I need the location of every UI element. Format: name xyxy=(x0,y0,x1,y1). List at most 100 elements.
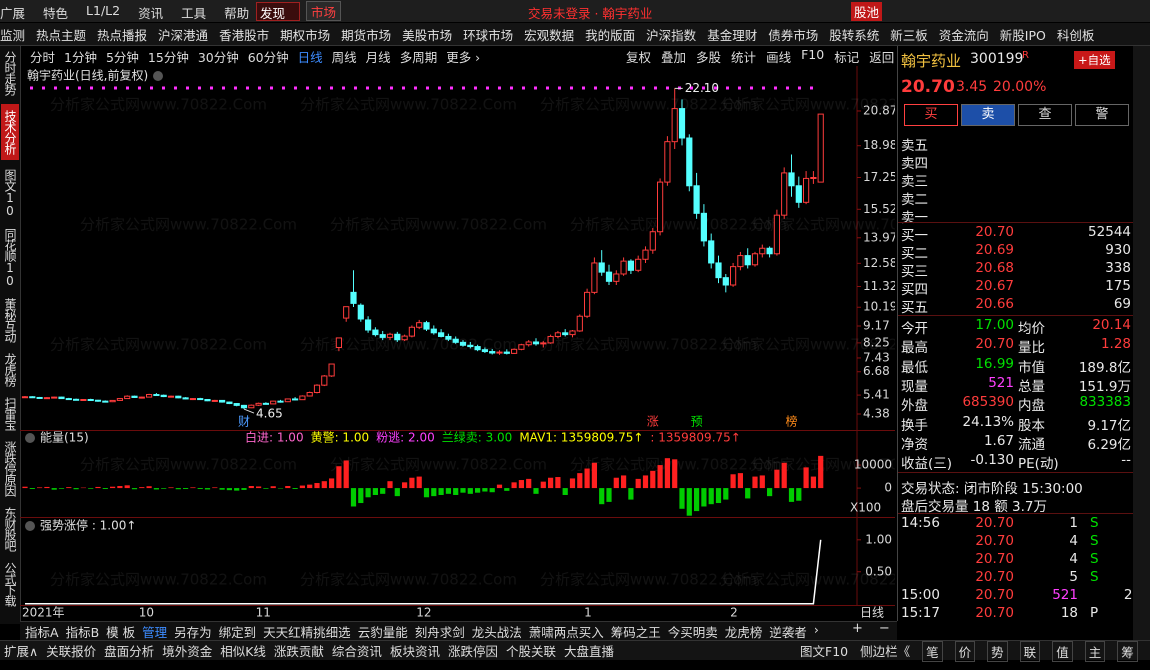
formula-tab[interactable]: 萧啸两点买入 xyxy=(528,625,604,640)
side-tab[interactable]: 技术分析 xyxy=(1,104,19,160)
menu-item[interactable]: 特色 xyxy=(43,6,69,21)
period-tab[interactable]: 日线 xyxy=(297,50,323,65)
nav-item[interactable]: 热点播报 xyxy=(97,27,148,43)
formula-tab[interactable]: 指标A xyxy=(25,625,59,640)
status-item[interactable]: 板块资讯 xyxy=(389,644,440,659)
period-tab[interactable]: 更多 › xyxy=(446,50,481,65)
nav-item[interactable]: 资金流向 xyxy=(938,27,989,43)
status-item[interactable]: 笔 xyxy=(922,641,943,662)
formula-tab[interactable]: 筹码之王 xyxy=(610,625,661,640)
nav-item[interactable]: 基金理财 xyxy=(707,27,758,43)
side-tab[interactable]: 图文10 xyxy=(3,169,17,217)
nav-item[interactable]: 期权市场 xyxy=(280,27,331,43)
nav-item[interactable]: 新股IPO xyxy=(999,27,1046,43)
stock-pool-button[interactable]: 股池 xyxy=(851,2,883,21)
trade-button[interactable]: 警 xyxy=(1075,104,1129,126)
period-tab[interactable]: 分时 xyxy=(30,50,56,65)
menu-item[interactable]: L1/L2 xyxy=(86,3,121,18)
side-tab[interactable]: 扫雷宝 xyxy=(3,397,17,430)
side-tab[interactable]: 龙虎榜 xyxy=(3,353,17,386)
nav-item[interactable]: 债券市场 xyxy=(768,27,819,43)
nav-item[interactable]: 期货市场 xyxy=(341,27,392,43)
side-tab[interactable]: 公式下载 xyxy=(3,562,17,606)
status-item[interactable]: 筹 xyxy=(1117,641,1138,662)
menu-item[interactable]: 资讯 xyxy=(138,6,164,21)
status-item[interactable]: 值 xyxy=(1052,641,1073,662)
tool-button[interactable]: 复权 xyxy=(626,50,652,65)
period-tab[interactable]: 60分钟 xyxy=(247,50,289,65)
period-tab[interactable]: 多周期 xyxy=(399,50,438,65)
nav-item[interactable]: 监测 xyxy=(0,27,26,43)
status-item[interactable]: 势 xyxy=(987,641,1008,662)
period-tab[interactable]: 1分钟 xyxy=(64,50,97,65)
formula-tab[interactable]: 逆袭者 xyxy=(769,625,807,640)
status-item[interactable]: 境外资金 xyxy=(162,644,213,659)
tool-button[interactable]: 标记 xyxy=(834,50,860,65)
status-item[interactable]: 侧边栏《 xyxy=(860,644,911,659)
nav-item[interactable]: 香港股市 xyxy=(219,27,270,43)
side-tab[interactable]: 涨跌停原因 xyxy=(3,441,17,496)
nav-item[interactable]: 沪深港通 xyxy=(158,27,209,43)
formula-tab[interactable]: 云豹量能 xyxy=(357,625,408,640)
zoom-button[interactable]: + xyxy=(852,621,863,636)
status-item[interactable]: 综合资讯 xyxy=(331,644,382,659)
formula-tab[interactable]: 龙头战法 xyxy=(471,625,522,640)
nav-item[interactable]: 美股市场 xyxy=(402,27,453,43)
side-tab[interactable]: 同花顺10 xyxy=(3,228,17,287)
status-item[interactable]: 涨跌停因 xyxy=(447,644,498,659)
menu-item[interactable]: 帮助 xyxy=(224,6,250,21)
nav-item[interactable]: 沪深指数 xyxy=(646,27,697,43)
dropdown-icon[interactable] xyxy=(153,71,163,81)
side-tab[interactable]: 东财股吧 xyxy=(3,507,17,551)
trade-button[interactable]: 卖 xyxy=(961,104,1015,126)
formula-tab[interactable]: 绑定到 xyxy=(218,625,257,640)
nav-item[interactable]: 科创板 xyxy=(1056,27,1095,43)
nav-item[interactable]: 我的版面 xyxy=(585,27,636,43)
formula-tab[interactable]: 今买明卖 xyxy=(667,625,718,640)
nav-item[interactable]: 宏观数据 xyxy=(524,27,575,43)
collapse-icon[interactable] xyxy=(25,433,35,443)
menu-item[interactable]: 工具 xyxy=(181,6,207,21)
market-tab[interactable]: 市场 xyxy=(306,1,342,21)
period-tab[interactable]: 周线 xyxy=(331,50,357,65)
formula-tab[interactable]: 天天红精挑细选 xyxy=(263,625,351,640)
period-tab[interactable]: 月线 xyxy=(365,50,391,65)
status-item[interactable]: 价 xyxy=(954,641,976,662)
period-tab[interactable]: 30分钟 xyxy=(197,50,239,65)
add-watch-button[interactable]: +自选 xyxy=(1074,51,1115,69)
period-tab[interactable]: 15分钟 xyxy=(147,50,189,65)
status-item[interactable]: 盘面分析 xyxy=(104,644,155,659)
nav-item[interactable]: 新三板 xyxy=(890,27,928,43)
status-item[interactable]: 个股关联 xyxy=(505,644,556,659)
zoom-button[interactable]: − xyxy=(878,621,890,636)
status-item[interactable]: 扩展∧ xyxy=(4,644,39,659)
tool-button[interactable]: 叠加 xyxy=(661,50,687,65)
nav-item[interactable]: 环球市场 xyxy=(463,27,514,43)
side-tab[interactable]: 分时走势 xyxy=(3,51,17,95)
formula-tab[interactable]: 模 板 xyxy=(106,625,136,640)
discover-tab[interactable]: 发现 xyxy=(256,2,301,21)
status-item[interactable]: 涨跌贡献 xyxy=(273,644,324,659)
status-item[interactable]: 关联报价 xyxy=(46,644,97,659)
formula-tab[interactable]: 龙虎榜 xyxy=(724,625,763,640)
nav-item[interactable]: 股转系统 xyxy=(829,27,880,43)
side-tab[interactable]: 董秘互动 xyxy=(3,298,17,342)
period-tab[interactable]: 5分钟 xyxy=(105,50,139,65)
trade-button[interactable]: 查 xyxy=(1018,104,1072,126)
collapse-icon[interactable] xyxy=(25,521,35,531)
menu-item[interactable]: 广展 xyxy=(0,6,26,21)
status-item[interactable]: 相似K线 xyxy=(220,644,266,659)
status-item[interactable]: 大盘直播 xyxy=(563,644,614,659)
status-item[interactable]: 主 xyxy=(1084,641,1106,662)
status-item[interactable]: 联 xyxy=(1019,641,1041,662)
tool-button[interactable]: 画线 xyxy=(766,50,792,65)
formula-tab[interactable]: 指标B xyxy=(65,625,100,640)
status-item[interactable]: 图文F10 xyxy=(800,644,849,659)
tool-button[interactable]: 返回 xyxy=(869,50,895,65)
nav-item[interactable]: 热点主题 xyxy=(36,27,87,43)
tool-button[interactable]: F10 xyxy=(801,47,825,62)
formula-tab[interactable]: 另存为 xyxy=(174,625,212,640)
tool-button[interactable]: 统计 xyxy=(731,50,757,65)
formula-tab[interactable]: 刻舟求剑 xyxy=(414,625,465,640)
formula-tab[interactable]: › xyxy=(813,622,819,637)
